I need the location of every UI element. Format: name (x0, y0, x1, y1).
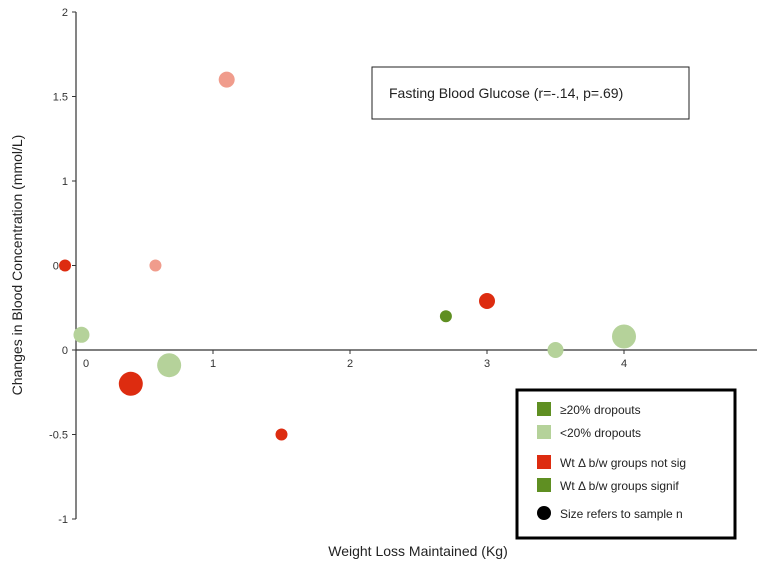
x-tick-label: 3 (484, 358, 490, 370)
y-tick-label: 1 (62, 176, 68, 188)
data-point (118, 371, 143, 396)
annotation-text: Fasting Blood Glucose (r=-.14, p=.69) (389, 85, 623, 101)
legend-label: Wt Δ b/w groups not sig (560, 456, 686, 470)
legend-swatch (537, 506, 551, 520)
y-tick-label: 0 (62, 345, 68, 357)
y-tick-label: -1 (58, 514, 68, 526)
legend-swatch (537, 478, 551, 492)
annotation-frame (371, 66, 690, 120)
data-point (218, 71, 235, 88)
legend-label: Wt Δ b/w groups signif (560, 479, 679, 493)
data-point (547, 342, 564, 358)
data-point (157, 353, 182, 378)
x-tick-label: 4 (621, 358, 627, 370)
y-tick-label: -0.5 (49, 430, 68, 442)
y-tick-label: 2 (62, 7, 68, 19)
legend-swatch (537, 425, 551, 439)
legend-frame (515, 388, 737, 540)
y-tick-label: 1.5 (53, 92, 68, 104)
x-tick-label: 1 (210, 358, 216, 370)
data-point (439, 310, 452, 323)
annotation-box: Fasting Blood Glucose (r=-.14, p=.69) (371, 66, 690, 120)
data-point (275, 428, 288, 441)
x-tick-label: 2 (347, 358, 353, 370)
legend: ≥20% dropouts <20% dropouts Wt Δ b/w group… (515, 388, 737, 540)
data-point (149, 259, 162, 272)
data-point (73, 326, 90, 343)
x-axis-title: Weight Loss Maintained (Kg) (328, 543, 508, 559)
data-point (612, 324, 636, 349)
data-point (479, 292, 495, 309)
x-tick-label: 0 (83, 358, 89, 370)
y-axis-title: Changes in Blood Concentration (mmol/L) (9, 135, 25, 396)
data-points (59, 71, 636, 441)
legend-swatch (537, 402, 551, 416)
data-point (59, 259, 72, 272)
legend-label: Size refers to sample n (560, 507, 683, 521)
legend-label: <20% dropouts (560, 426, 641, 440)
legend-label: ≥20% dropouts (560, 403, 641, 417)
legend-swatch (537, 455, 551, 469)
